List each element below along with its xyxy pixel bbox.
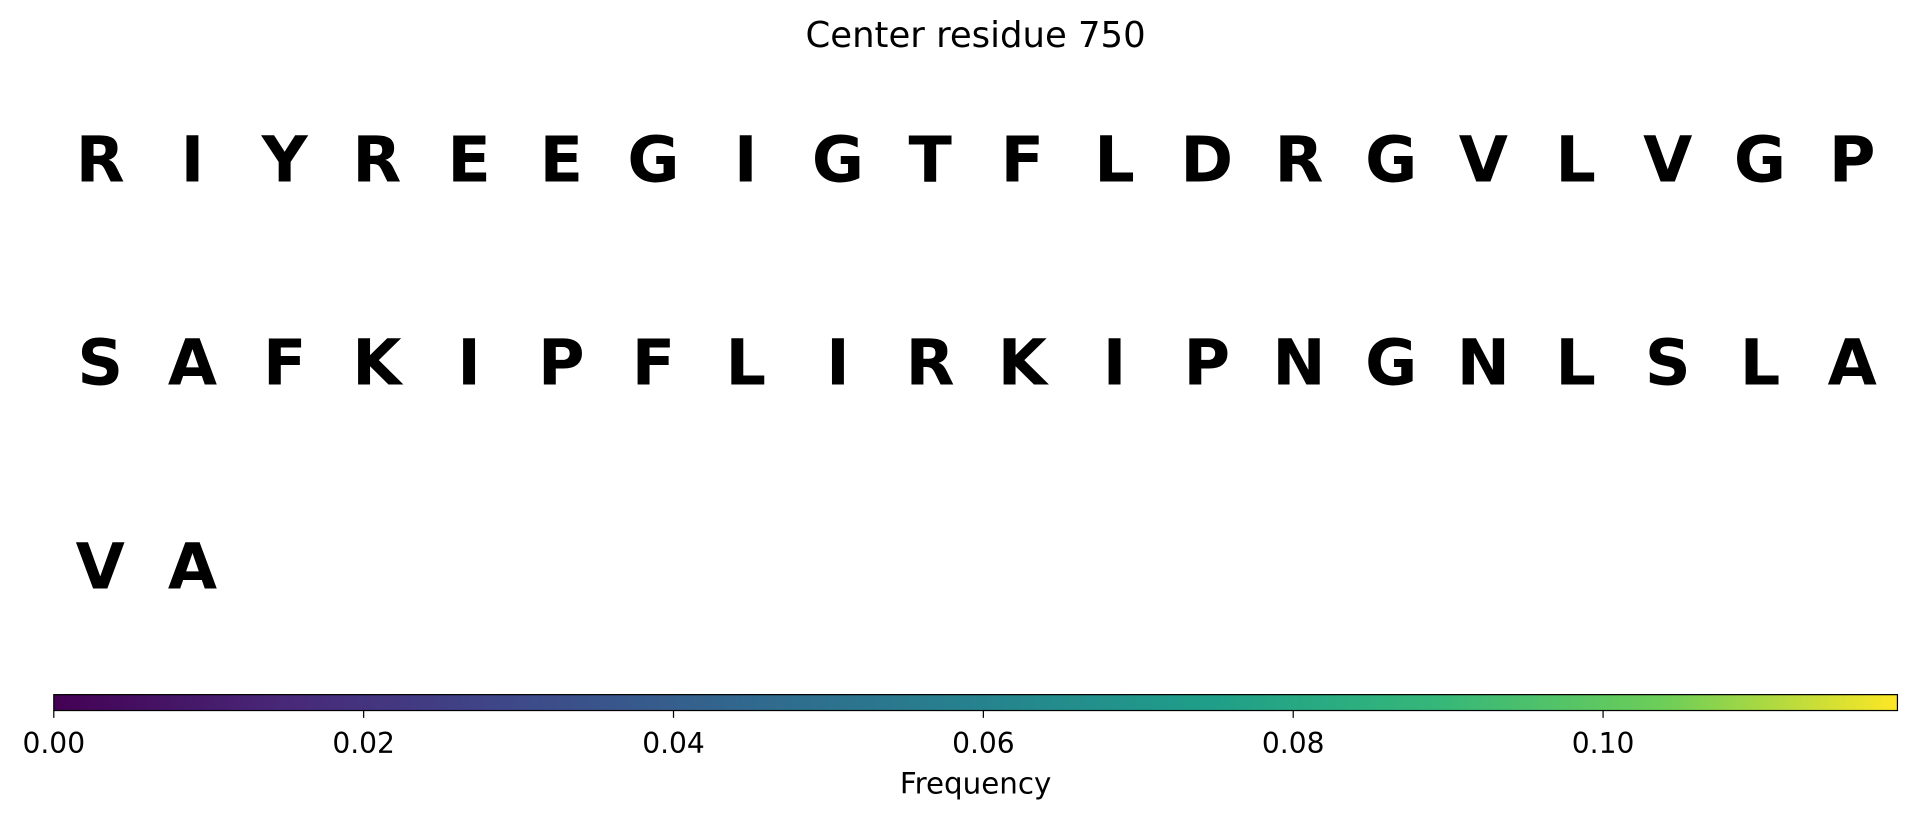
residue-letter: F: [1001, 123, 1044, 197]
residue-letter: L: [1094, 123, 1135, 197]
residue-letter: Y: [261, 123, 309, 197]
residue-letter: P: [1829, 123, 1876, 197]
residue-letter: E: [540, 123, 583, 197]
residue-letter: G: [1365, 326, 1417, 400]
residue-letter: G: [1734, 123, 1786, 197]
residue-letter: G: [1365, 123, 1417, 197]
residue-letter: R: [76, 123, 125, 197]
residue-letter: S: [77, 326, 123, 400]
tick-label: 0.08: [1262, 727, 1325, 760]
residue-letter: P: [1183, 326, 1230, 400]
residue-letter: V: [1459, 123, 1508, 197]
tick-label: 0.00: [22, 727, 85, 760]
residue-letter: E: [447, 123, 490, 197]
residue-letter: F: [632, 326, 675, 400]
tick-label: 0.02: [332, 727, 395, 760]
residue-letter: K: [998, 326, 1050, 400]
chart-title: Center residue 750: [806, 15, 1146, 56]
residue-letter: I: [1103, 326, 1127, 400]
residue-letter: R: [352, 123, 401, 197]
residue-letter: G: [812, 123, 864, 197]
residue-letter: L: [725, 326, 766, 400]
residue-letter: I: [457, 326, 481, 400]
residue-letter: L: [1740, 326, 1781, 400]
residue-letter: A: [1828, 326, 1877, 400]
residue-letter: V: [76, 530, 125, 604]
residue-letter: R: [906, 326, 955, 400]
residue-letter: N: [1272, 326, 1325, 400]
residue-letter: F: [263, 326, 306, 400]
residue-letter: N: [1457, 326, 1510, 400]
residue-letter: I: [181, 123, 205, 197]
residue-letter: T: [908, 123, 952, 197]
residue-letter: I: [734, 123, 758, 197]
tick-label: 0.10: [1572, 727, 1635, 760]
colorbar-label: Frequency: [900, 767, 1052, 801]
residue-letter: K: [352, 326, 404, 400]
residue-letter: R: [1274, 123, 1323, 197]
colorbar: [53, 694, 1899, 712]
residue-letter: S: [1645, 326, 1691, 400]
residue-letter: D: [1180, 123, 1233, 197]
residue-letter: A: [168, 326, 217, 400]
residue-letter: P: [538, 326, 585, 400]
residue-letter: L: [1555, 123, 1596, 197]
tick-label: 0.06: [952, 727, 1015, 760]
residue-letter: A: [168, 530, 217, 604]
tick-label: 0.04: [642, 727, 705, 760]
residue-letter: V: [1643, 123, 1692, 197]
residue-letter: L: [1555, 326, 1596, 400]
residue-letter: G: [627, 123, 679, 197]
residue-letter: I: [826, 326, 850, 400]
